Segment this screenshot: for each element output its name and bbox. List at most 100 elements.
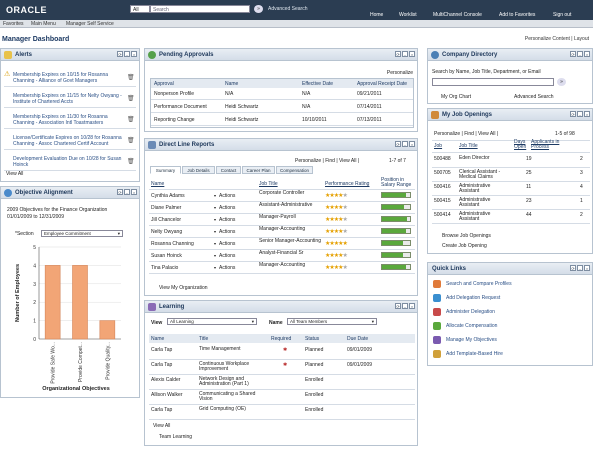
quick-link[interactable]: Search and Compare Profiles bbox=[446, 281, 512, 287]
openings-cell[interactable]: 500705 bbox=[434, 170, 451, 176]
alert-item[interactable]: Membership Expires on 10/15 for Rosanna … bbox=[13, 72, 109, 84]
refresh-icon[interactable]: ⟳ bbox=[395, 303, 401, 309]
directory-search-icon[interactable]: » bbox=[557, 78, 566, 86]
minimize-icon[interactable]: – bbox=[124, 189, 130, 195]
learning-cell[interactable]: Continuous Workplace Improvement bbox=[199, 361, 250, 372]
nav-home[interactable]: Home bbox=[370, 12, 384, 18]
direct-header[interactable]: Position in Salary Range bbox=[381, 177, 412, 188]
directory-advanced-link[interactable]: Advanced Search bbox=[514, 94, 554, 100]
search-scope-select[interactable]: All bbox=[130, 5, 150, 13]
close-icon[interactable]: × bbox=[409, 303, 415, 309]
minimize-icon[interactable]: – bbox=[402, 303, 408, 309]
learning-view-select[interactable]: All Learning ▾ bbox=[167, 318, 257, 325]
my-org-chart-link[interactable]: My Org Chart bbox=[441, 94, 472, 100]
employee-name[interactable]: Susan Hoinck bbox=[151, 253, 182, 259]
learning-cell[interactable]: Time Management bbox=[199, 346, 241, 352]
close-icon[interactable]: × bbox=[409, 51, 415, 57]
close-icon[interactable]: × bbox=[131, 189, 137, 195]
create-opening-link[interactable]: Create Job Opening bbox=[442, 243, 487, 249]
learning-name-select[interactable]: All Team Members ▾ bbox=[287, 318, 377, 325]
close-icon[interactable]: × bbox=[584, 111, 590, 117]
minimize-icon[interactable]: – bbox=[124, 51, 130, 57]
nav-sign-out[interactable]: Sign out bbox=[553, 12, 572, 18]
alert-item[interactable]: Membership Expires on 11/15 for Nelty Ow… bbox=[13, 93, 122, 105]
learning-view-all[interactable]: View All bbox=[153, 423, 171, 429]
trash-icon[interactable]: 🗑 bbox=[127, 138, 135, 144]
trash-icon[interactable]: 🗑 bbox=[127, 117, 135, 123]
openings-header[interactable]: Applicants in Process bbox=[531, 139, 560, 150]
direct-personalize[interactable]: Personalize | Find | View All | bbox=[295, 158, 360, 164]
openings-cell[interactable]: 500415 bbox=[434, 198, 451, 204]
refresh-icon[interactable]: ⟳ bbox=[117, 189, 123, 195]
search-go-icon[interactable]: » bbox=[254, 5, 263, 13]
alerts-view-all[interactable]: View All bbox=[6, 171, 24, 177]
minimize-icon[interactable]: – bbox=[577, 265, 583, 271]
actions-menu[interactable]: Actions bbox=[219, 217, 236, 223]
approvals-cell[interactable]: Nonperson Profile bbox=[154, 91, 195, 97]
alert-item[interactable]: License/Certificate Expires on 10/28 for… bbox=[13, 135, 122, 147]
alert-item[interactable]: Development Evaluation Due on 10/28 for … bbox=[13, 156, 122, 168]
direct-header[interactable]: Performance Rating bbox=[325, 181, 370, 187]
direct-header[interactable]: Job Title bbox=[259, 181, 278, 187]
employee-name[interactable]: Nelty Owyang bbox=[151, 229, 183, 235]
openings-cell[interactable]: 500416 bbox=[434, 184, 451, 190]
refresh-icon[interactable]: ⟳ bbox=[570, 265, 576, 271]
nav-worklist[interactable]: Worklist bbox=[399, 12, 417, 18]
section-select[interactable]: Employee Commitment ▾ bbox=[41, 230, 123, 237]
close-icon[interactable]: × bbox=[584, 265, 590, 271]
trash-icon[interactable]: 🗑 bbox=[127, 75, 135, 81]
openings-cell[interactable]: 500488 bbox=[434, 156, 451, 162]
tab-job-details[interactable]: Job Details bbox=[182, 166, 215, 174]
refresh-icon[interactable]: ⟳ bbox=[117, 51, 123, 57]
learning-cell[interactable]: Network Design and Administration (Part … bbox=[199, 376, 249, 387]
browse-openings-link[interactable]: Browse Job Openings bbox=[442, 233, 491, 239]
refresh-icon[interactable]: ⟳ bbox=[395, 141, 401, 147]
minimize-icon[interactable]: – bbox=[402, 141, 408, 147]
breadcrumb[interactable]: Manager Self Service bbox=[66, 21, 114, 27]
approvals-personalize[interactable]: Personalize bbox=[386, 70, 413, 76]
refresh-icon[interactable]: ⟳ bbox=[570, 51, 576, 57]
minimize-icon[interactable]: – bbox=[577, 51, 583, 57]
actions-menu[interactable]: Actions bbox=[219, 253, 236, 259]
employee-name[interactable]: Cynthia Adams bbox=[151, 193, 185, 199]
learning-cell[interactable]: Communicating a Shared Vision bbox=[199, 391, 256, 402]
quick-link[interactable]: Allocate Compensation bbox=[446, 323, 498, 329]
actions-menu[interactable]: Actions bbox=[219, 205, 236, 211]
nav-add-favorites[interactable]: Add to Favorites bbox=[499, 12, 536, 18]
nav-multichannel[interactable]: MultiChannel Console bbox=[433, 12, 482, 18]
tab-summary[interactable]: Summary bbox=[150, 166, 181, 174]
openings-personalize[interactable]: Personalize | Find | View All | bbox=[434, 131, 499, 137]
quick-link[interactable]: Administer Delegation bbox=[446, 309, 495, 315]
menu-favorites[interactable]: Favorites bbox=[3, 21, 24, 27]
learning-cell[interactable]: Grid Computing (OE) bbox=[199, 406, 246, 412]
search-input[interactable]: Search bbox=[150, 5, 250, 13]
actions-menu[interactable]: Actions bbox=[219, 229, 236, 235]
minimize-icon[interactable]: – bbox=[402, 51, 408, 57]
view-my-organization[interactable]: View My Organization bbox=[159, 285, 208, 291]
quick-link[interactable]: Manage My Objectives bbox=[446, 337, 497, 343]
approvals-cell[interactable]: Performance Document bbox=[154, 104, 207, 110]
advanced-search-link[interactable]: Advanced Search bbox=[268, 6, 308, 12]
tab-contact[interactable]: Contact bbox=[216, 166, 241, 174]
menu-main[interactable]: Main Menu bbox=[31, 21, 56, 27]
direct-header[interactable]: Name bbox=[151, 181, 165, 187]
alert-item[interactable]: Membership Expires on 11/30 for Rosanna … bbox=[13, 114, 108, 126]
refresh-icon[interactable]: ⟳ bbox=[395, 51, 401, 57]
trash-icon[interactable]: 🗑 bbox=[127, 159, 135, 165]
close-icon[interactable]: × bbox=[131, 51, 137, 57]
directory-search-input[interactable] bbox=[432, 78, 554, 86]
quick-link[interactable]: Add Template-Based Hire bbox=[446, 351, 503, 357]
minimize-icon[interactable]: – bbox=[577, 111, 583, 117]
tab-career-plan[interactable]: Career Plan bbox=[242, 166, 275, 174]
personalize-link[interactable]: Personalize Content | Layout bbox=[524, 36, 589, 42]
refresh-icon[interactable]: ⟳ bbox=[570, 111, 576, 117]
openings-cell[interactable]: 500414 bbox=[434, 212, 451, 218]
employee-name[interactable]: Rosanna Channing bbox=[151, 241, 194, 247]
actions-menu[interactable]: Actions bbox=[219, 193, 236, 199]
close-icon[interactable]: × bbox=[584, 51, 590, 57]
employee-name[interactable]: Jill Chancelor bbox=[151, 217, 182, 223]
approvals-cell[interactable]: Reporting Change bbox=[154, 117, 195, 123]
trash-icon[interactable]: 🗑 bbox=[127, 96, 135, 102]
quick-link[interactable]: Add Delegation Request bbox=[446, 295, 501, 301]
openings-header[interactable]: Job Title bbox=[459, 143, 478, 149]
